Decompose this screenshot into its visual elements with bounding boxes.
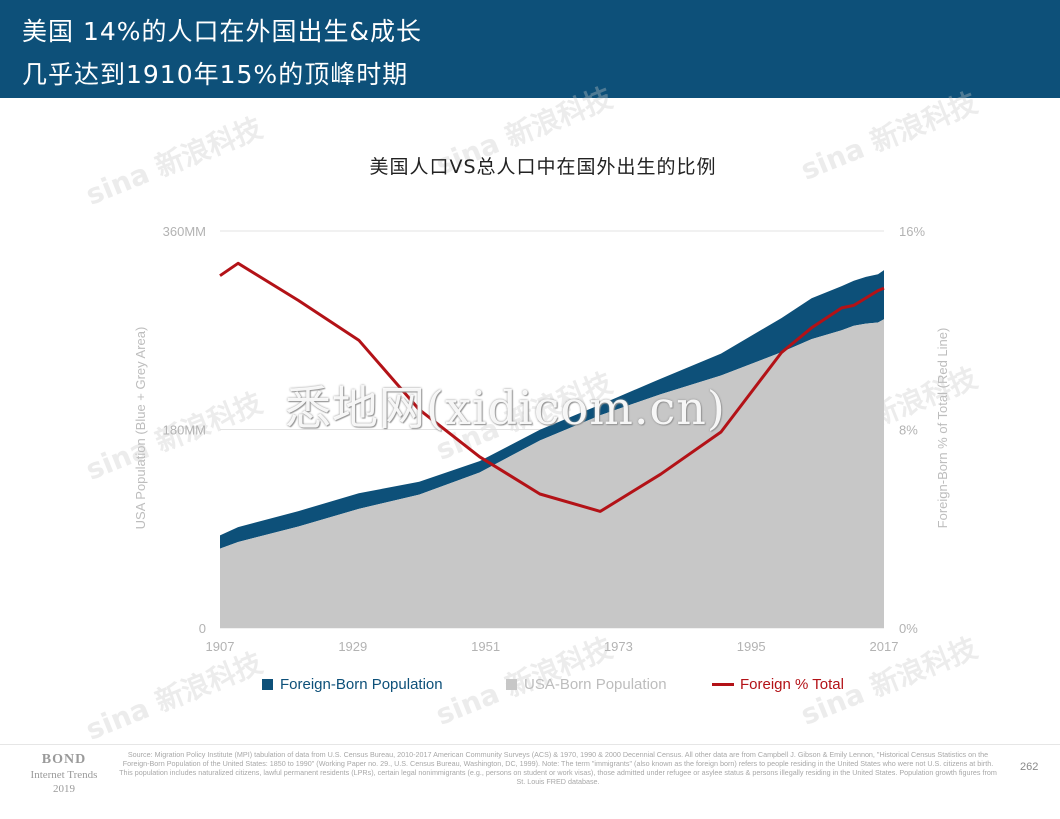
header-banner: 美国 14%的人口在外国出生&成长 几乎达到1910年15%的顶峰时期 bbox=[0, 0, 1060, 98]
footer-divider bbox=[0, 744, 1060, 745]
legend-label-foreign-born: Foreign-Born Population bbox=[280, 676, 443, 693]
usa-born-area bbox=[220, 319, 884, 628]
headline-line-1: 美国 14%的人口在外国出生&成长 bbox=[22, 17, 423, 46]
legend-swatch-usa-born bbox=[506, 679, 517, 690]
y-axis-right-label: Foreign-Born % of Total (Red Line) bbox=[935, 328, 950, 529]
foreign-pct-line bbox=[219, 261, 885, 513]
y-right-tick-label: 8% bbox=[899, 423, 918, 438]
legend-item-usa-born: USA-Born Population bbox=[506, 676, 667, 693]
x-tick-label: 1995 bbox=[737, 639, 766, 654]
axis-ticks: 0 180MM 360MM 0% 8% 16% 1907 1929 1951 1973 1995 20… bbox=[163, 224, 926, 654]
chart-title: 美国人口VS总人口中在国外出生的比例 bbox=[369, 156, 717, 178]
x-tick-label: 1951 bbox=[471, 639, 500, 654]
x-tick-label: 1907 bbox=[206, 639, 235, 654]
bond-subtitle: Internet Trends bbox=[30, 769, 98, 781]
headline-line-2: 几乎达到1910年15%的顶峰时期 bbox=[22, 60, 409, 89]
y-left-tick-label: 360MM bbox=[163, 224, 206, 239]
legend-item-foreign-pct: Foreign % Total bbox=[712, 676, 844, 693]
bond-year: 2019 bbox=[53, 783, 75, 795]
y-right-tick-label: 0% bbox=[899, 621, 918, 636]
bond-title: BOND bbox=[41, 752, 87, 767]
legend-label-foreign-pct: Foreign % Total bbox=[740, 676, 844, 693]
chart-legend: Foreign-Born Population USA-Born Populat… bbox=[0, 676, 1060, 696]
bond-logo: BOND Internet Trends 2019 bbox=[20, 752, 108, 796]
legend-swatch-foreign-pct bbox=[712, 683, 734, 686]
y-left-tick-label: 0 bbox=[199, 621, 206, 636]
x-tick-label: 1929 bbox=[338, 639, 367, 654]
x-tick-label: 2017 bbox=[870, 639, 899, 654]
source-note: Source: Migration Policy Institute (MPI)… bbox=[119, 750, 997, 786]
foreign-born-area bbox=[220, 270, 884, 549]
page-number: 262 bbox=[1020, 761, 1039, 773]
site-watermark: 悉地网(xidicom.cn) bbox=[285, 381, 726, 435]
legend-label-usa-born: USA-Born Population bbox=[524, 676, 667, 693]
y-left-tick-label: 180MM bbox=[163, 423, 206, 438]
y-axis-left-label: USA Population (Blue + Grey Area) bbox=[133, 327, 148, 530]
y-right-tick-label: 16% bbox=[899, 224, 925, 239]
legend-swatch-foreign-born bbox=[262, 679, 273, 690]
legend-item-foreign-born: Foreign-Born Population bbox=[262, 676, 443, 693]
x-tick-label: 1973 bbox=[604, 639, 633, 654]
